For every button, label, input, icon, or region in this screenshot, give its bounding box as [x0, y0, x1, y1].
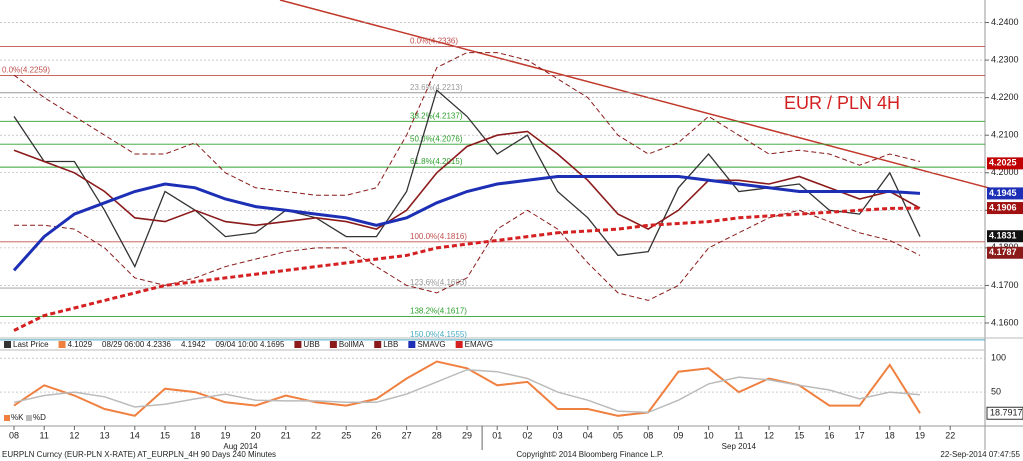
x-tick-label: 05 [613, 430, 623, 440]
legend-label: %D [33, 413, 46, 422]
stochastic-line [13, 360, 921, 417]
legend-label: LBB [383, 340, 398, 349]
footer-right: 22-Sep-2014 07:47:55 [940, 450, 1020, 459]
series-line [12, 175, 921, 272]
y-tick-label: 4.2100 [991, 130, 1019, 140]
x-tick-label: 18 [190, 430, 200, 440]
legend-label: EMAVG [465, 340, 493, 349]
fib-label: 0.0%(4.2259) [2, 66, 50, 75]
x-tick-label: 13 [100, 430, 110, 440]
price-tag [987, 187, 1023, 200]
x-tick-label: 20 [251, 430, 261, 440]
fib-label: 138.2%(4.1617) [410, 307, 467, 316]
x-tick-label: 19 [915, 430, 925, 440]
x-tick-label: 08 [9, 430, 19, 440]
price-tag-label: 18.7917 [990, 408, 1023, 418]
y-tick-label: 50 [991, 386, 1001, 396]
legend-swatch [408, 341, 416, 348]
legend-label: Last Price [13, 340, 49, 349]
x-tick-label: 11 [40, 430, 49, 440]
price-tag [986, 406, 1023, 420]
x-tick-label: 25 [341, 430, 351, 440]
x-tick-label: 21 [281, 430, 291, 440]
fib-label: 61.8%(4.2015) [410, 157, 463, 166]
fib-label: 100.0%(4.1816) [410, 232, 467, 241]
series-line [13, 130, 921, 231]
x-tick-label: 28 [432, 430, 442, 440]
x-tick-label: 15 [794, 430, 804, 440]
legend-label: 4.1029 [68, 340, 93, 349]
footer-center: Copyright© 2014 Bloomberg Finance L.P. [516, 450, 663, 459]
x-tick-label: 22 [945, 430, 955, 440]
x-tick-label: 14 [130, 430, 140, 440]
x-tick-label: 15 [160, 430, 170, 440]
legend-swatch [4, 415, 10, 421]
x-tick-label: 17 [855, 430, 865, 440]
footer-left: EURPLN Curncy (EUR-PLN X-RATE) AT_EURPLN… [2, 450, 276, 459]
x-tick-label: 04 [583, 430, 593, 440]
x-tick-label: 01 [492, 430, 502, 440]
price-tag [987, 230, 1023, 243]
price-tag-label: 4.1787 [989, 247, 1017, 257]
x-tick-label: 18 [885, 430, 895, 440]
x-tick-label: 19 [220, 430, 230, 440]
series-line [14, 209, 921, 301]
x-tick-label: 12 [764, 430, 774, 440]
x-tick-label: 10 [704, 430, 714, 440]
x-tick-label: 03 [553, 430, 563, 440]
x-tick-label: 02 [522, 430, 532, 440]
y-tick-label: 100 [991, 353, 1006, 363]
price-tag-label: 4.1831 [989, 231, 1017, 241]
x-tick-label: 22 [311, 430, 321, 440]
x-tick-label: 29 [462, 430, 472, 440]
legend-label: 08/29 06:00 4.2336 [102, 340, 172, 349]
legend-label: 09/04 10:00 4.1695 [215, 340, 285, 349]
legend-swatch [4, 341, 11, 348]
x-tick-label: 27 [402, 430, 412, 440]
x-tick-label: 09 [673, 430, 683, 440]
month-label: Sep 2014 [722, 442, 757, 451]
legend-swatch [26, 415, 32, 421]
legend-swatch [455, 341, 463, 348]
x-tick-label: 08 [643, 430, 653, 440]
fib-label: 50.0%(4.2076) [410, 134, 463, 143]
legend-label: SMAVG [417, 340, 445, 349]
price-tag [987, 246, 1023, 259]
fib-label: 123.6%(4.1693) [410, 278, 467, 287]
chart-title: EUR / PLN 4H [784, 93, 900, 113]
x-tick-label: 16 [824, 430, 834, 440]
y-tick-label: 4.1700 [991, 280, 1019, 290]
fib-label: 23.6%(4.2213) [410, 83, 463, 92]
legend-label: 4.1942 [181, 340, 206, 349]
legend-swatch [374, 341, 382, 348]
legend-label: UBB [303, 340, 319, 349]
x-tick-label: 12 [69, 430, 79, 440]
fib-label: 0.0%(4.2336) [410, 37, 458, 46]
trend-line [279, 0, 1023, 198]
legend-swatch [294, 341, 302, 348]
y-tick-label: 4.2300 [991, 54, 1019, 64]
fib-label: 38.2%(4.2137) [410, 111, 463, 120]
x-tick-label: 26 [371, 430, 381, 440]
stochastic-line [13, 368, 921, 414]
y-tick-label: 4.2000 [991, 167, 1019, 177]
y-tick-label: 4.2400 [991, 17, 1019, 27]
legend-swatch [58, 341, 66, 348]
legend-swatch [329, 341, 337, 348]
price-tag-label: 4.1906 [989, 202, 1017, 212]
price-tag [987, 157, 1023, 170]
fib-label: 150.0%(4.1555) [410, 330, 467, 339]
legend-label: %K [11, 413, 24, 422]
x-tick-label: 11 [734, 430, 743, 440]
y-tick-label: 4.2200 [991, 92, 1019, 102]
price-tag-label: 4.1945 [989, 188, 1017, 198]
legend-label: BollMA [339, 340, 365, 349]
month-label: Aug 2014 [223, 442, 258, 451]
price-tag-label: 4.2025 [989, 158, 1017, 168]
price-tag [987, 202, 1023, 215]
y-tick-label: 4.1600 [991, 317, 1019, 327]
